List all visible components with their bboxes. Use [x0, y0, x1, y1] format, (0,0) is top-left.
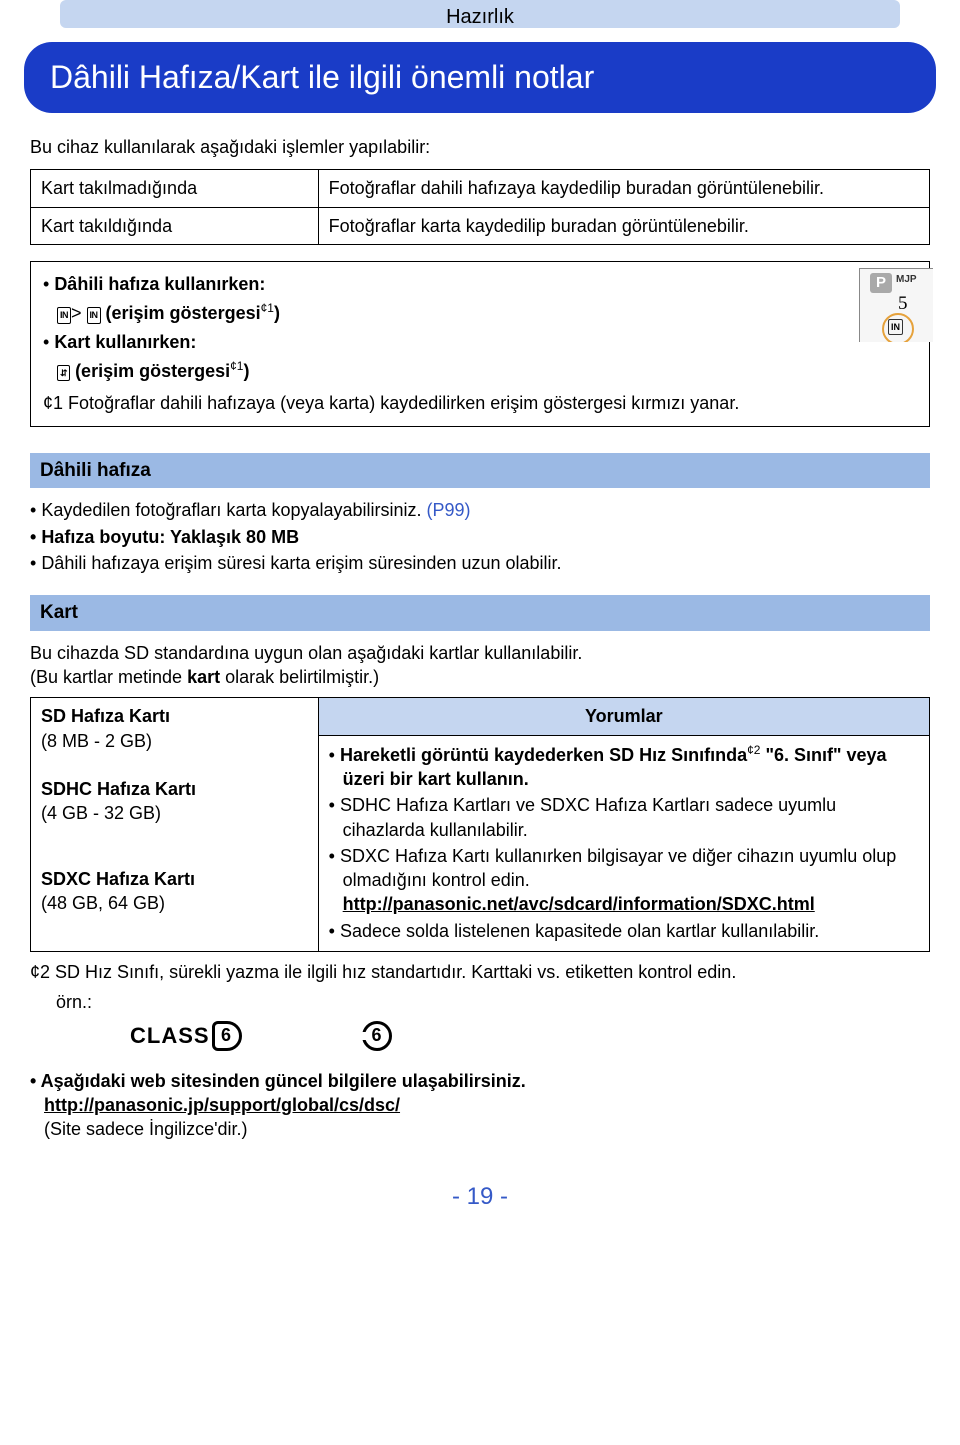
subheading-card: Kart: [30, 595, 930, 631]
class6-ring-icon: 6: [362, 1021, 392, 1051]
card-type-cell: SD Hafıza Kartı (8 MB - 2 GB): [31, 698, 319, 771]
list-item: Sadece solda listelenen kapasitede olan …: [329, 919, 919, 943]
access-indicator-box: P MJP 5 IN • Dâhili hafıza kullanırken: …: [30, 261, 930, 426]
category-label: Hazırlık: [0, 4, 960, 31]
comments-cell: Hareketli görüntü kaydederken SD Hız Sın…: [318, 735, 929, 951]
card-intro-2: (Bu kartlar metinde kart olarak belirtil…: [30, 665, 930, 689]
site-language-note: (Site sadece İngilizce'dir.): [30, 1117, 930, 1141]
list-item: IN> IN (erişim göstergesi¢1): [43, 300, 917, 325]
footnote-1: ¢1 Fotoğraflar dahili hafızaya (veya kar…: [43, 391, 917, 415]
in-badge-icon: IN: [888, 319, 903, 335]
card-type-cell: SDHC Hafıza Kartı (4 GB - 32 GB): [31, 771, 319, 861]
internal-memory-access-icon: IN: [87, 307, 101, 323]
list-item: • Dâhili hafıza kullanırken:: [43, 272, 917, 296]
screen-preview-icon: P MJP 5 IN: [859, 268, 933, 342]
internal-memory-icon: IN: [57, 307, 71, 323]
example-label: örn.:: [30, 990, 930, 1014]
class6-logo-icon: CLASS6: [130, 1021, 242, 1051]
internal-memory-list: Kaydedilen fotoğrafları karta kopyalayab…: [30, 498, 930, 575]
cell-r1c1: Kart takılmadığında: [31, 170, 319, 207]
list-item: SDHC Hafıza Kartları ve SDXC Hafıza Kart…: [329, 793, 919, 842]
list-item: Hareketli görüntü kaydederken SD Hız Sın…: [329, 742, 919, 792]
subheading-internal-memory: Dâhili hafıza: [30, 453, 930, 489]
speed-class-icons: CLASS6 6: [30, 1021, 930, 1051]
cell-r2c2: Fotoğraflar karta kaydedilip buradan gör…: [318, 207, 929, 244]
cell-r1c2: Fotoğraflar dahili hafızaya kaydedilip b…: [318, 170, 929, 207]
table-row: Kart takıldığında Fotoğraflar karta kayd…: [31, 207, 930, 244]
category-band: Hazırlık: [0, 0, 960, 42]
card-type-cell: SDXC Hafıza Kartı (48 GB, 64 GB): [31, 861, 319, 952]
p-mode-icon: P: [870, 273, 892, 293]
list-item: SDXC Hafıza Kartı kullanırken bilgisayar…: [329, 844, 919, 917]
list-item: • Kart kullanırken:: [43, 330, 917, 354]
list-item: Hafıza boyutu: Yaklaşık 80 MB: [30, 525, 930, 549]
page-number: - 19 -: [30, 1181, 930, 1213]
list-item: ⇵ (erişim göstergesi¢1): [43, 358, 917, 383]
sdxc-info-link[interactable]: http://panasonic.net/avc/sdcard/informat…: [343, 894, 815, 914]
table-row: SD Hafıza Kartı (8 MB - 2 GB) Yorumlar: [31, 698, 930, 735]
cards-table: SD Hafıza Kartı (8 MB - 2 GB) Yorumlar H…: [30, 697, 930, 952]
comments-header: Yorumlar: [318, 698, 929, 735]
table-row: Kart takılmadığında Fotoğraflar dahili h…: [31, 170, 930, 207]
list-item: Dâhili hafızaya erişim süresi karta eriş…: [30, 551, 930, 575]
section-title: Dâhili Hafıza/Kart ile ilgili önemli not…: [24, 42, 936, 113]
cell-r2c1: Kart takıldığında: [31, 207, 319, 244]
card-access-icon: ⇵: [57, 365, 70, 381]
list-item: Kaydedilen fotoğrafları karta kopyalayab…: [30, 498, 930, 522]
mjp-label: MJP: [896, 273, 917, 287]
page-ref-link[interactable]: (P99): [427, 500, 471, 520]
insert-table: Kart takılmadığında Fotoğraflar dahili h…: [30, 169, 930, 245]
card-intro-1: Bu cihazda SD standardına uygun olan aşa…: [30, 641, 930, 665]
lead-text: Bu cihaz kullanılarak aşağıdaki işlemler…: [30, 135, 930, 159]
support-url-link[interactable]: http://panasonic.jp/support/global/cs/ds…: [30, 1093, 930, 1117]
footnote-2: ¢2 SD Hız Sınıfı, sürekli yazma ile ilgi…: [30, 960, 930, 984]
web-info-line: Aşağıdaki web sitesinden güncel bilgiler…: [30, 1069, 930, 1093]
